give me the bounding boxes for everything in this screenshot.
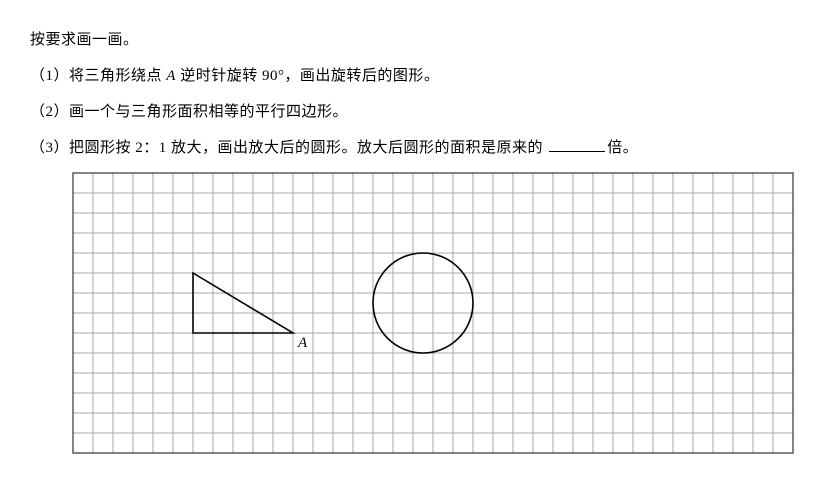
question-1: （1）将三角形绕点 A 逆时针旋转 90°，画出旋转后的图形。 [30,64,789,88]
figure-area: A [30,172,789,454]
q1-text-suffix: 逆时针旋转 90°，画出旋转后的图形。 [176,68,440,84]
problem-title: 按要求画一画。 [30,28,789,52]
point-a-label: A [297,335,308,351]
fill-blank[interactable] [549,138,605,152]
grid-diagram: A [72,172,794,454]
q3-text-prefix: （3）把圆形按 2：1 放大，画出放大后的圆形。放大后圆形的面积是原来的 [30,140,547,156]
question-3: （3）把圆形按 2：1 放大，画出放大后的圆形。放大后圆形的面积是原来的 倍。 [30,136,789,160]
q3-text-suffix: 倍。 [607,140,638,156]
q1-text-prefix: （1）将三角形绕点 [30,68,166,84]
q1-point-label: A [166,68,176,84]
question-2: （2）画一个与三角形面积相等的平行四边形。 [30,100,789,124]
